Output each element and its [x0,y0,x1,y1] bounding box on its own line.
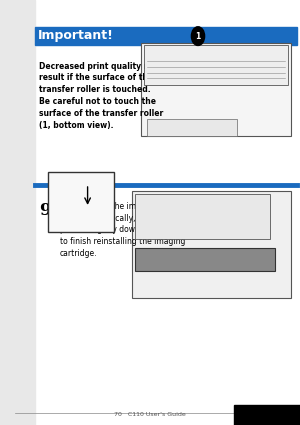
Bar [132,191,291,298]
Bar [234,405,300,425]
Bar [135,195,270,239]
Bar [34,27,297,45]
Bar [144,45,288,85]
Bar [135,247,275,271]
Bar [147,119,237,136]
Text: Important!: Important! [38,29,113,42]
Bar [48,172,114,232]
Text: 1: 1 [195,31,201,41]
Text: 9: 9 [39,202,50,219]
Text: 70   C110 User's Guide: 70 C110 User's Guide [114,412,186,417]
Circle shape [191,27,205,45]
Text: Decreased print quality may
result if the surface of the
transfer roller is touc: Decreased print quality may result if th… [39,62,163,130]
Bar [0,0,34,425]
Text: Slowly insert the imaging
cartridge vertically, and then
push it slightly down t: Slowly insert the imaging cartridge vert… [60,202,185,258]
Bar [141,42,291,136]
